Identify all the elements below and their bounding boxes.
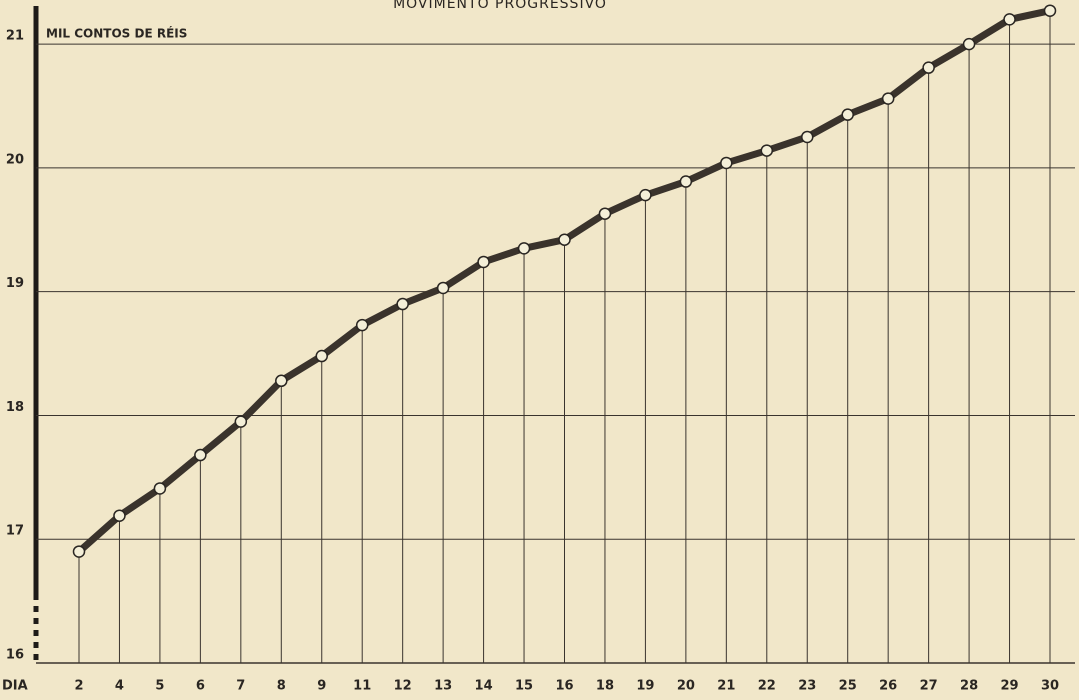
y-tick-label: 17 [6, 524, 24, 539]
x-tick-label: 14 [475, 679, 493, 694]
point [113, 509, 126, 522]
x-tick-label: 20 [677, 679, 695, 694]
point [1003, 13, 1016, 26]
x-tick-label: 27 [920, 679, 938, 694]
x-tick-label: 8 [277, 679, 286, 694]
y-tick-label: 19 [6, 276, 24, 291]
point [315, 349, 328, 363]
x-tick-label: 30 [1041, 679, 1059, 694]
x-tick-label: 9 [317, 679, 326, 694]
point [720, 156, 733, 170]
x-tick-label: 15 [515, 679, 533, 694]
x-tick-label: 19 [636, 679, 654, 694]
point [396, 297, 409, 311]
x-tick-label: 7 [236, 679, 245, 694]
point [962, 37, 976, 51]
point [1043, 4, 1057, 17]
point [598, 207, 612, 220]
point [275, 374, 288, 388]
y-axis-label: MIL CONTOS DE RÉIS [46, 26, 187, 41]
point [194, 448, 207, 462]
x-tick-label: 22 [758, 679, 776, 694]
x-axis-label: DIA [2, 679, 28, 694]
chart-title: MOVIMENTO PROGRESSIVO [393, 0, 607, 12]
x-tick-label: 2 [74, 679, 83, 694]
x-tick-label: 26 [879, 679, 897, 694]
point [153, 482, 167, 495]
point [517, 242, 531, 255]
y-tick-label: 16 [6, 648, 24, 663]
x-tick-label: 29 [1000, 679, 1018, 694]
x-tick-label: 23 [798, 679, 816, 694]
x-tick-label: 6 [196, 679, 205, 694]
point [801, 130, 814, 144]
y-tick-label: 21 [6, 29, 24, 44]
x-tick-label: 21 [717, 679, 735, 694]
y-tick-label: 20 [6, 152, 24, 167]
x-tick-label: 16 [555, 679, 573, 694]
x-tick-label: 4 [115, 679, 124, 694]
point [436, 281, 450, 295]
point [639, 188, 652, 202]
point [679, 175, 693, 188]
point [234, 415, 248, 428]
y-tick-label: 18 [6, 400, 24, 415]
x-tick-label: 28 [960, 679, 978, 694]
x-tick-label: 11 [353, 679, 371, 694]
x-tick-label: 25 [839, 679, 857, 694]
point [760, 144, 774, 157]
x-tick-label: 12 [394, 679, 412, 694]
x-tick-label: 5 [155, 679, 164, 694]
point [477, 255, 490, 269]
point [922, 61, 935, 74]
point [72, 545, 86, 558]
x-tick-label: 13 [434, 679, 452, 694]
point [881, 92, 895, 105]
x-tick-label: 18 [596, 679, 614, 694]
point [841, 108, 854, 121]
point [355, 318, 369, 332]
point [558, 233, 571, 246]
